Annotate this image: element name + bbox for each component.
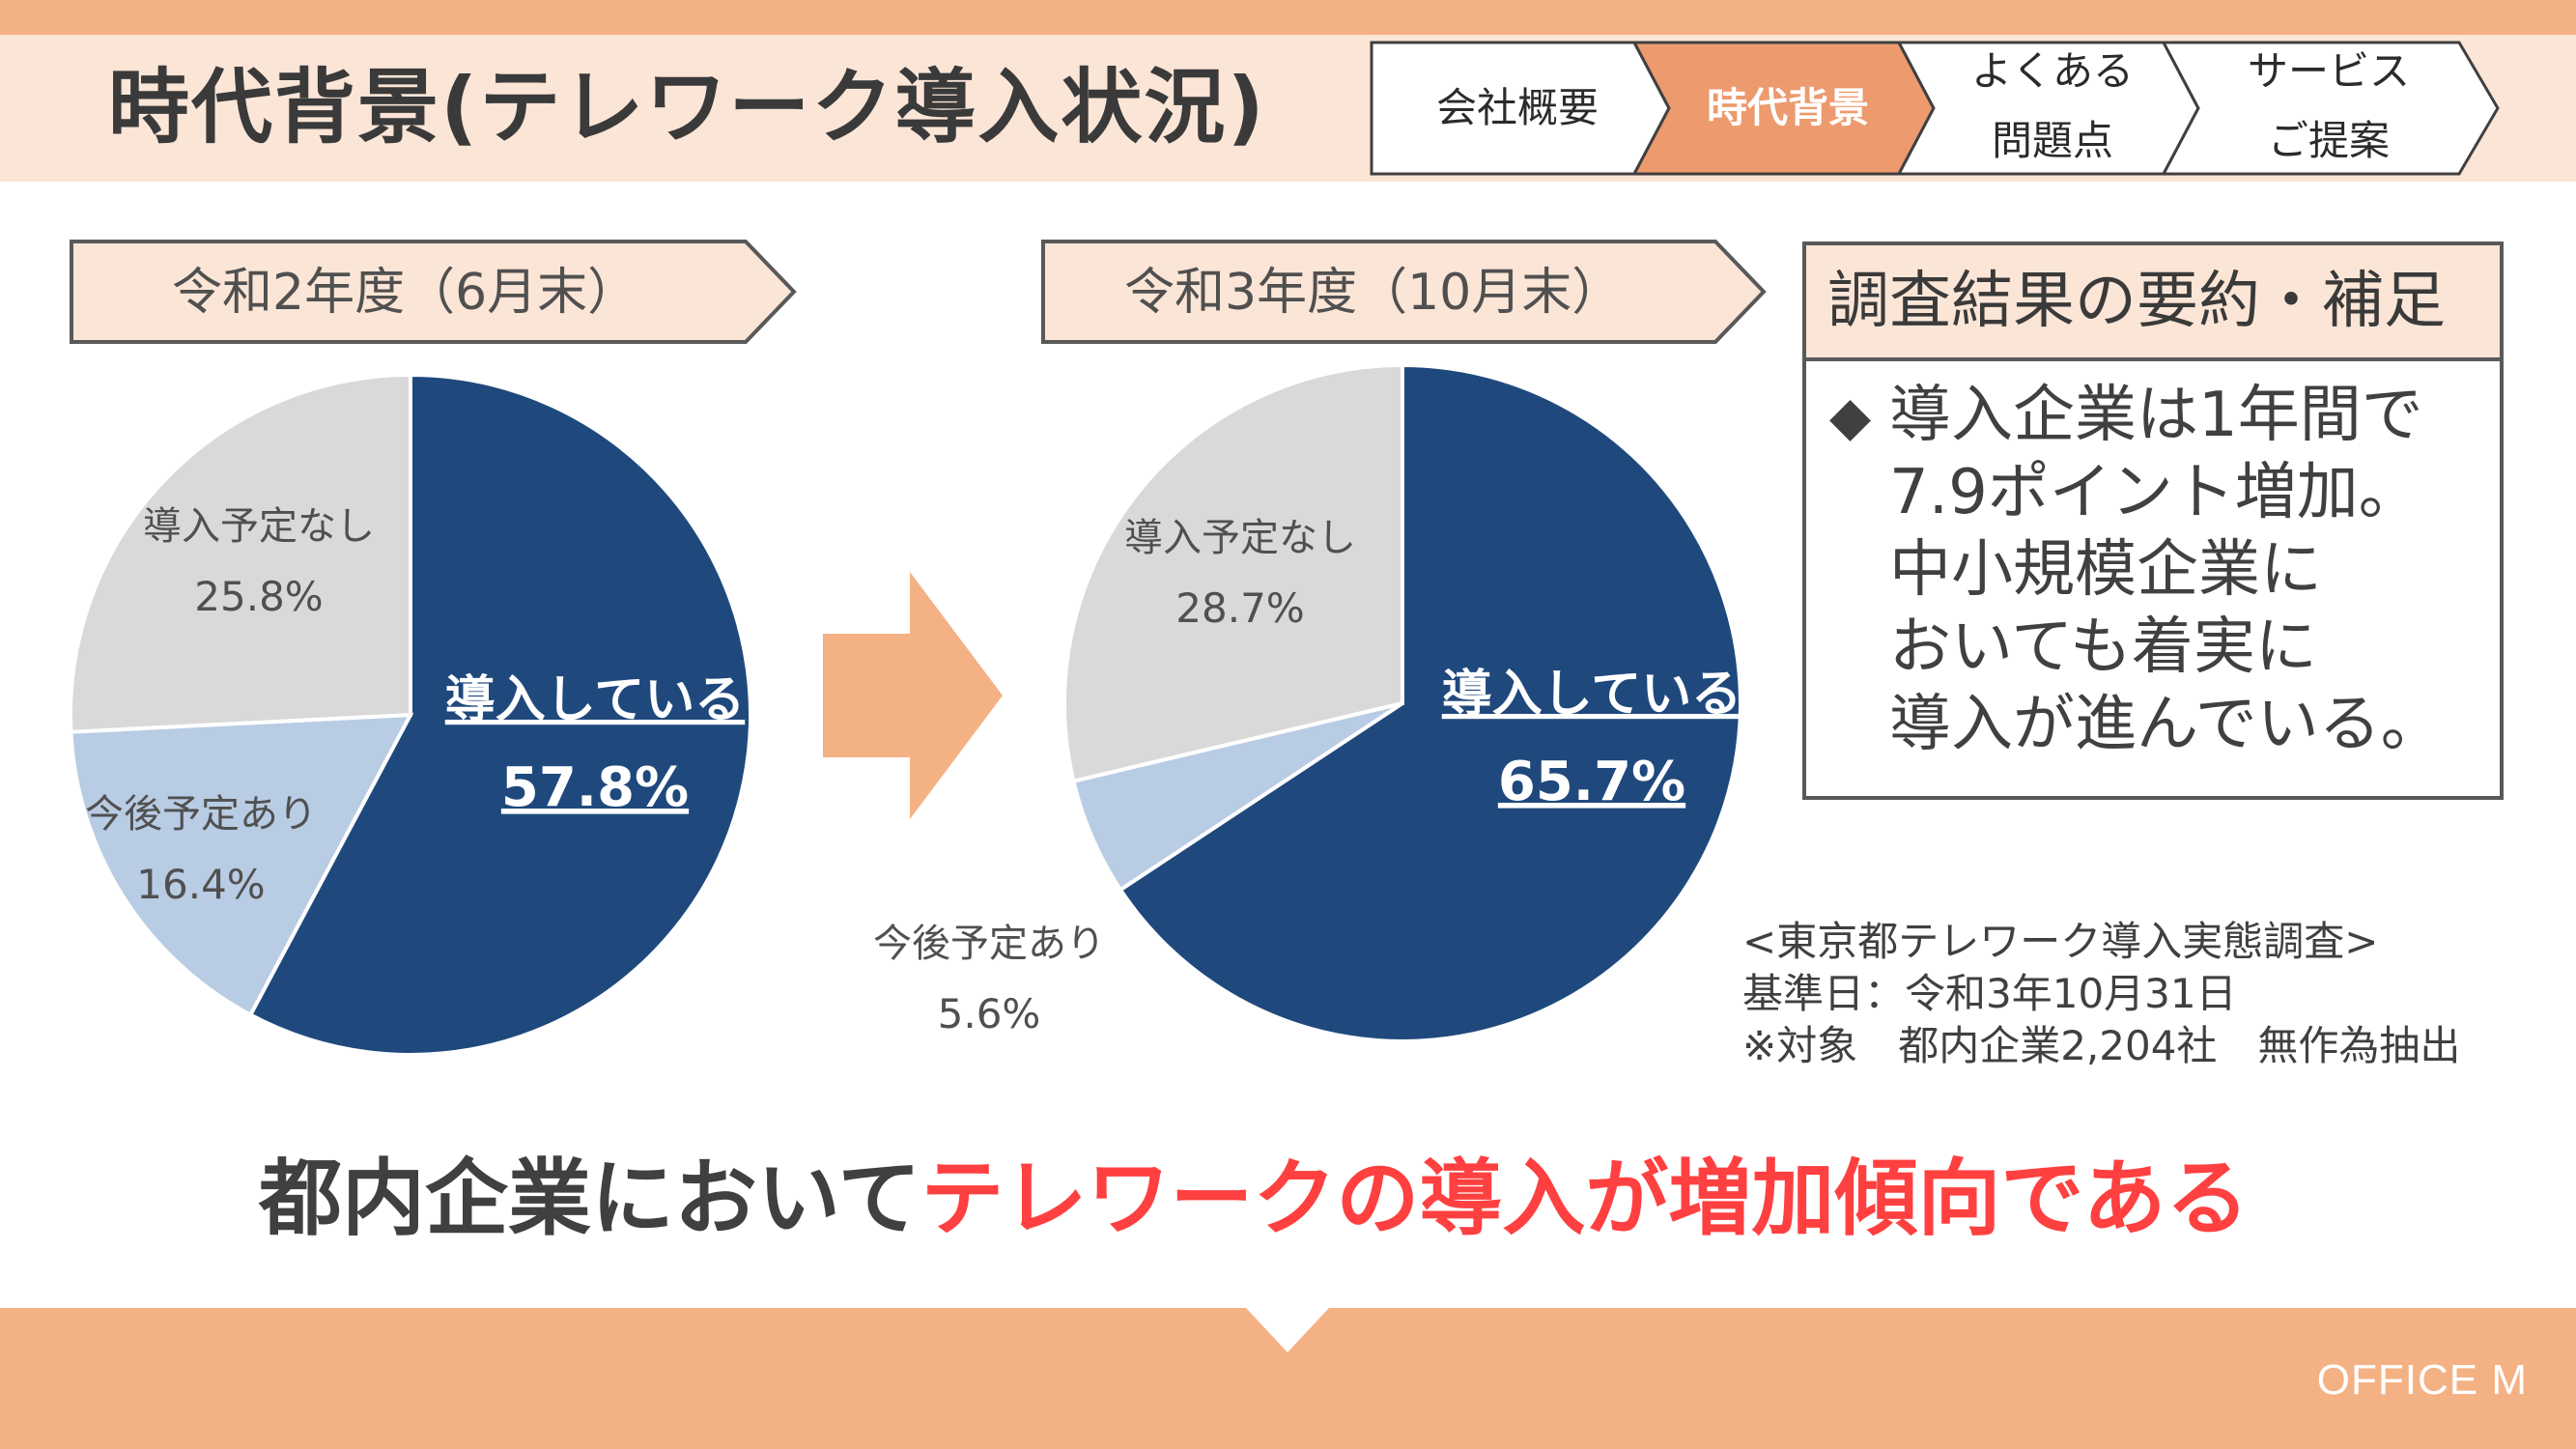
period-banner-1 [70,240,797,344]
tab-company-overview[interactable]: 会社概要 [1435,84,1599,131]
pie-slice [69,372,412,734]
period-banner-2 [1041,240,1767,344]
pie-slice-label: 導入予定なし [1124,516,1356,560]
pie-chart-fy2: 導入している 57.8% 今後予定あり 16.4% 導入予定なし 25.8% [69,372,752,1057]
pie1-title: 令和2年度（6月末） [172,264,638,322]
transition-arrow-icon [823,572,1003,819]
summary-box: 調査結果の要約・補足 ◆ 導入企業は1年間で 7.9ポイント増加。 中小規模企業… [1802,242,2504,800]
breadcrumb-nav: 会社概要 時代背景 よくある 問題点 サービス ご提案 [1368,39,2504,178]
tab-background[interactable]: 時代背景 [1706,84,1869,131]
pie-slice-value: 57.8% [501,756,689,819]
summary-line: 導入企業は1年間で [1889,380,2423,451]
summary-heading: 調査結果の要約・補足 [1806,245,2500,361]
pie-slice-value: 28.7% [1175,584,1304,632]
pie-slice [1118,362,1742,1043]
pie-slice [69,712,414,1018]
summary-line: 中小規模企業に [1889,534,2322,606]
pie-slice-label: 導入している [445,671,745,729]
tab-common-issues-line-2: 問題点 [1991,117,2113,164]
source-line: ※対象 都内企業2,204社 無作為抽出 [1742,1022,2461,1069]
pie-slice-label: 今後予定あり [85,792,317,837]
top-accent-strip [0,0,2576,35]
pie-slice-value: 25.8% [194,573,323,620]
chevron-step-4 [2161,41,2500,176]
breadcrumb-chevrons [1370,41,2500,176]
source-note: <東京都テレワーク導入実態調査> 基準日：令和3年10月31日 ※対象 都内企業… [1742,916,2460,1072]
summary-line: 7.9ポイント増加。 [1889,457,2420,528]
summary-body: ◆ 導入企業は1年間で 7.9ポイント増加。 中小規模企業に おいても着実に 導… [1806,361,2500,763]
diamond-bullet-icon: ◆ [1829,385,1872,448]
tab-common-issues-line-1: よくある [1970,47,2134,95]
pie-slice [247,372,752,1057]
pie-slice-value: 16.4% [136,861,265,908]
tab-service-proposal[interactable]: サービス ご提案 [2189,37,2469,176]
pie-slice-label: 今後予定あり [873,922,1105,966]
pie-slice-label: 導入予定なし [143,504,375,549]
summary-line: おいても着実に [1889,611,2317,683]
pie-slice-label: 導入している [1442,666,1741,724]
brand-logo: OFFICE M [2316,1356,2528,1404]
conclusion-highlight: テレワークの導入が増加傾向である [920,1151,2250,1247]
footer-notch [1246,1308,1329,1352]
pie-slice-value: 5.6% [938,990,1041,1037]
page-title: 時代背景(テレワーク導入状況) [108,60,1266,155]
summary-line: 導入が進んでいる。 [1889,689,2443,760]
conclusion-normal: 都内企業において [259,1151,921,1247]
tab-common-issues[interactable]: よくある 問題点 [1922,37,2183,176]
pie-chart-fy3: 導入している 65.7% 今後予定あり 5.6% 導入予定なし 28.7% [873,362,1742,1043]
tab-service-proposal-line-1: サービス [2247,47,2410,95]
conclusion-text: 都内企業においてテレワークの導入が増加傾向である [259,1130,2250,1251]
pie-slice [1062,362,1404,784]
tab-service-proposal-line-2: ご提案 [2267,117,2390,164]
source-line: 基準日：令和3年10月31日 [1742,970,2237,1017]
pie-slice-value: 65.7% [1498,751,1685,813]
pie2-title: 令和3年度（10月末） [1124,264,1623,322]
source-line: <東京都テレワーク導入実態調査> [1742,918,2379,965]
